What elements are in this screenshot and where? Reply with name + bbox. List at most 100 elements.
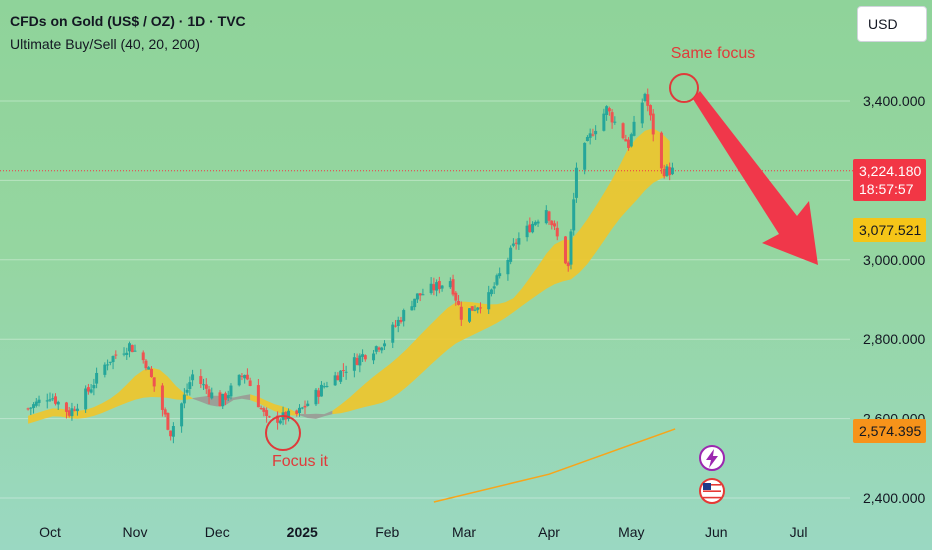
candle-body: [478, 307, 482, 309]
candle-body: [51, 398, 55, 400]
candle-body: [262, 408, 266, 412]
focus-it-label: Focus it: [272, 453, 329, 470]
candle-body: [665, 166, 669, 176]
candle-body: [624, 139, 628, 142]
candle-body: [421, 294, 425, 296]
candle-body: [339, 370, 343, 382]
flag-stripe: [703, 487, 721, 489]
candle-body: [303, 405, 307, 408]
candle-body: [144, 360, 148, 369]
y-tick-label: 2,400.000: [863, 490, 925, 506]
candle-body: [141, 352, 145, 361]
candle-body: [295, 410, 299, 414]
candle-body: [70, 408, 74, 417]
candle-body: [106, 364, 110, 366]
candle-body: [243, 374, 247, 379]
candle-body: [207, 389, 211, 397]
candle-body: [468, 308, 472, 322]
candle-body: [457, 301, 461, 305]
candle-body: [278, 420, 282, 424]
candle-body: [489, 289, 493, 295]
candle-body: [418, 293, 422, 296]
candle-body: [265, 410, 269, 416]
candle-body: [86, 387, 90, 392]
down-arrow-annotation: [693, 91, 818, 265]
candle-body: [188, 382, 192, 390]
candle-body: [125, 352, 129, 355]
candle-body: [610, 112, 614, 123]
ma-band-neutral: [299, 410, 333, 419]
candle-body: [26, 408, 30, 410]
candle-body: [583, 142, 587, 170]
candle-body: [56, 401, 60, 405]
indicator-legend[interactable]: Ultimate Buy/Sell (40, 20, 200): [10, 36, 200, 52]
candle-body: [410, 306, 414, 311]
candle-body: [670, 167, 674, 175]
candle-body: [171, 426, 175, 437]
focus-circle-right: [669, 73, 699, 103]
candle-body: [380, 347, 384, 351]
candle-body: [374, 346, 378, 352]
candle-body: [396, 319, 400, 326]
candle-body: [221, 393, 225, 407]
candle-body: [267, 416, 271, 418]
candle-body: [377, 347, 381, 350]
candle-body: [528, 224, 532, 233]
candle-body: [298, 407, 302, 413]
candle-body: [429, 283, 433, 294]
candle-body: [67, 410, 71, 416]
x-tick-label: Jun: [705, 524, 728, 540]
candle-body: [237, 374, 241, 386]
candle-body: [122, 353, 126, 355]
candle-body: [574, 167, 578, 198]
x-tick-label: Mar: [452, 524, 476, 540]
flag-stripe: [703, 493, 721, 496]
candle-body: [128, 343, 132, 352]
candle-body: [182, 394, 186, 404]
candle-body: [473, 309, 477, 311]
candle-body: [602, 113, 606, 131]
candle-body: [506, 259, 510, 275]
candle-body: [322, 386, 326, 388]
currency-button[interactable]: USD: [857, 6, 927, 42]
candle-body: [525, 225, 529, 238]
flag-stripe: [703, 490, 721, 492]
candle-body: [383, 343, 387, 347]
candle-body: [352, 357, 356, 371]
candle-body: [53, 396, 57, 404]
candle-body: [517, 238, 521, 245]
candle-body: [607, 108, 611, 112]
candle-body: [511, 243, 515, 246]
candle-body: [133, 350, 137, 352]
candle-body: [355, 357, 359, 365]
candle-body: [333, 375, 337, 386]
candle-body: [363, 355, 367, 360]
candle-body: [240, 375, 244, 377]
candle-body: [108, 361, 112, 363]
candle-body: [372, 353, 376, 361]
candle-body: [37, 399, 41, 403]
lightning-glyph: [706, 449, 718, 468]
candle-body: [325, 385, 329, 387]
candle-body: [152, 377, 156, 387]
candle-body: [651, 113, 655, 135]
candle-body: [668, 167, 672, 176]
candle-body: [435, 282, 439, 291]
candle-body: [210, 392, 214, 399]
last-price-value: 3,224.180: [859, 163, 922, 179]
candle-body: [64, 402, 68, 412]
candle-body: [605, 106, 609, 115]
ma-band-bullish: [250, 394, 300, 416]
ma-band-bullish: [28, 367, 193, 424]
candle-body: [547, 211, 551, 221]
candle-body: [415, 293, 419, 300]
candle-body: [229, 385, 233, 397]
same-focus-label: Same focus: [671, 45, 755, 62]
candle-body: [448, 281, 452, 288]
focus-circle-left: [265, 415, 301, 451]
candle-body: [533, 222, 537, 225]
candle-body: [199, 376, 203, 384]
candle-body: [646, 94, 650, 106]
